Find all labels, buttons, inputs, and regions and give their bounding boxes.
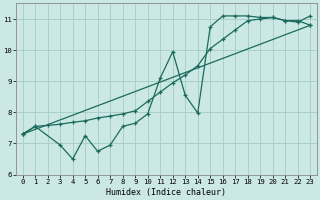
X-axis label: Humidex (Indice chaleur): Humidex (Indice chaleur) [107, 188, 227, 197]
